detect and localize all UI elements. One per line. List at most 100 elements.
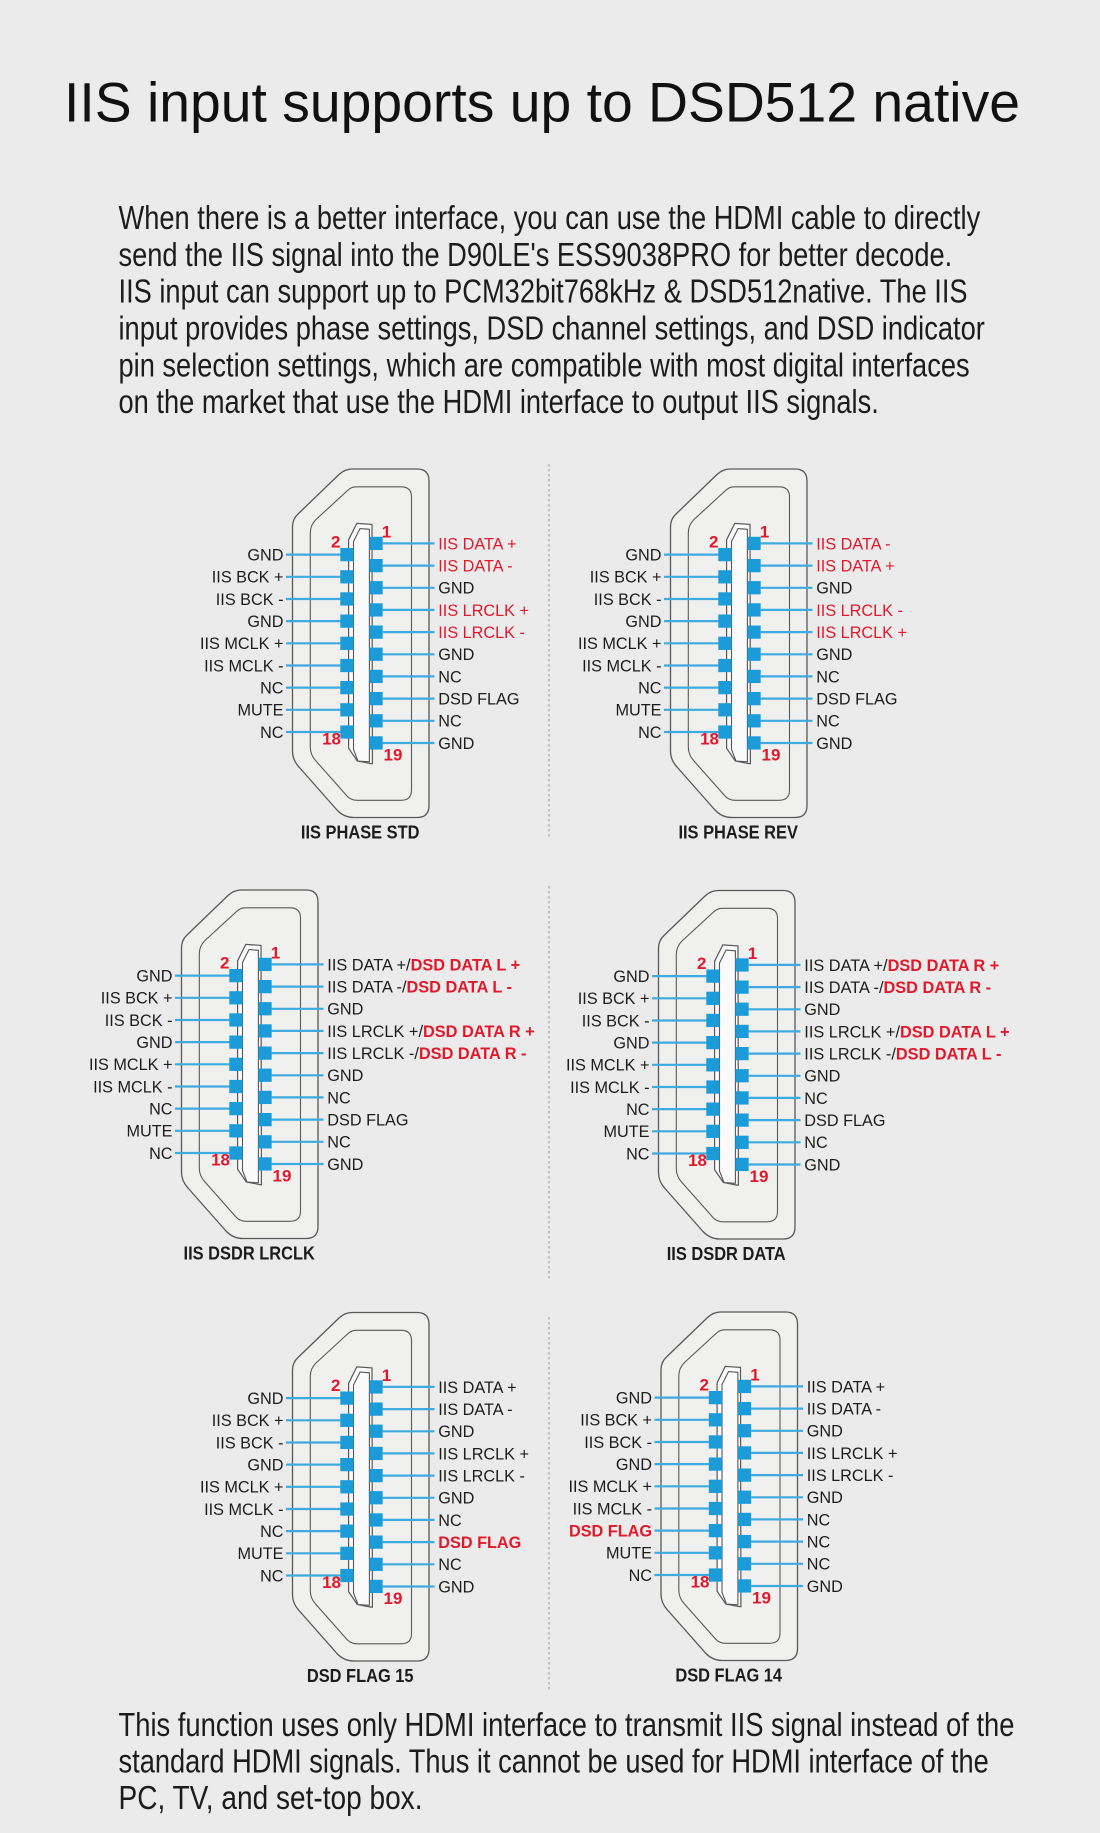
svg-text:input provides phase settings,: input provides phase settings, DSD chann…	[119, 311, 985, 348]
svg-text:IIS MCLK -: IIS MCLK -	[204, 656, 283, 675]
svg-text:IIS BCK -: IIS BCK -	[105, 1011, 173, 1030]
svg-text:IIS MCLK +: IIS MCLK +	[200, 634, 284, 653]
svg-text:NC: NC	[438, 667, 461, 686]
svg-text:GND: GND	[804, 1000, 840, 1019]
svg-text:IIS BCK -: IIS BCK -	[582, 1011, 650, 1030]
svg-text:NC: NC	[816, 712, 839, 731]
svg-text:IIS LRCLK -/: IIS LRCLK -/	[327, 1044, 419, 1063]
svg-text:IIS MCLK +: IIS MCLK +	[566, 1056, 650, 1075]
svg-text:GND: GND	[247, 1389, 283, 1408]
svg-text:IIS DSDR DATA: IIS DSDR DATA	[667, 1244, 786, 1264]
svg-text:GND: GND	[136, 967, 172, 986]
svg-text:IIS DATA +/: IIS DATA +/	[327, 955, 411, 974]
svg-text:NC: NC	[327, 1133, 350, 1152]
svg-text:IIS BCK +: IIS BCK +	[590, 568, 662, 587]
svg-text:NC: NC	[804, 1133, 827, 1152]
svg-text:DSD DATA R -: DSD DATA R -	[419, 1044, 527, 1063]
svg-text:IIS DATA +: IIS DATA +	[438, 1378, 516, 1397]
svg-text:IIS MCLK -: IIS MCLK -	[204, 1500, 283, 1519]
svg-text:IIS input can support up to PC: IIS input can support up to PCM32bit768k…	[119, 274, 968, 311]
svg-text:IIS input supports up to DSD51: IIS input supports up to DSD512 native	[64, 71, 1020, 134]
svg-text:GND: GND	[247, 546, 283, 565]
svg-text:IIS MCLK +: IIS MCLK +	[200, 1478, 284, 1497]
svg-text:DSD FLAG: DSD FLAG	[804, 1111, 885, 1130]
svg-text:IIS DATA +: IIS DATA +	[807, 1377, 885, 1396]
svg-text:IIS BCK +: IIS BCK +	[212, 568, 284, 587]
svg-text:NC: NC	[260, 1566, 283, 1585]
svg-text:on the market that use the HDM: on the market that use the HDMI interfac…	[119, 384, 879, 421]
svg-text:standard HDMI signals. Thus it: standard HDMI signals. Thus it cannot be…	[119, 1744, 989, 1781]
svg-text:IIS DATA -: IIS DATA -	[438, 557, 512, 576]
svg-text:IIS LRCLK +/: IIS LRCLK +/	[327, 1022, 423, 1041]
svg-text:IIS DATA +/: IIS DATA +/	[804, 956, 888, 975]
svg-text:NC: NC	[816, 667, 839, 686]
svg-text:NC: NC	[260, 1522, 283, 1541]
svg-text:IIS LRCLK +/: IIS LRCLK +/	[804, 1022, 900, 1041]
svg-text:DSD FLAG: DSD FLAG	[816, 690, 897, 709]
svg-text:GND: GND	[327, 1000, 363, 1019]
svg-text:IIS MCLK +: IIS MCLK +	[569, 1477, 653, 1496]
svg-text:MUTE: MUTE	[238, 701, 284, 720]
svg-text:NC: NC	[807, 1555, 830, 1574]
svg-text:GND: GND	[816, 734, 852, 753]
svg-text:GND: GND	[247, 612, 283, 631]
svg-text:IIS MCLK +: IIS MCLK +	[578, 634, 662, 653]
svg-text:DSD DATA L -: DSD DATA L -	[896, 1045, 1002, 1064]
svg-text:MUTE: MUTE	[127, 1122, 173, 1141]
svg-text:NC: NC	[149, 1100, 172, 1119]
svg-text:DSD FLAG: DSD FLAG	[438, 690, 519, 709]
svg-text:MUTE: MUTE	[238, 1544, 284, 1563]
svg-text:NC: NC	[149, 1144, 172, 1163]
svg-text:DSD FLAG: DSD FLAG	[438, 1533, 521, 1552]
svg-text:IIS LRCLK -: IIS LRCLK -	[438, 623, 525, 642]
svg-text:DSD DATA R +: DSD DATA R +	[423, 1022, 535, 1041]
svg-text:IIS DSDR LRCLK: IIS DSDR LRCLK	[184, 1244, 315, 1264]
svg-text:GND: GND	[807, 1488, 843, 1507]
svg-text:send the IIS signal into the D: send the IIS signal into the D90LE's ESS…	[119, 237, 953, 274]
svg-text:IIS LRCLK +: IIS LRCLK +	[438, 1444, 529, 1463]
svg-text:IIS BCK +: IIS BCK +	[578, 989, 650, 1008]
svg-text:IIS DATA -: IIS DATA -	[438, 1400, 512, 1419]
svg-text:GND: GND	[327, 1155, 363, 1174]
svg-text:NC: NC	[438, 712, 461, 731]
svg-text:NC: NC	[626, 1100, 649, 1119]
svg-text:DSD FLAG 14: DSD FLAG 14	[675, 1666, 782, 1686]
svg-text:IIS LRCLK +: IIS LRCLK +	[816, 623, 907, 642]
svg-text:IIS DATA -/: IIS DATA -/	[804, 978, 883, 997]
svg-text:GND: GND	[438, 1422, 474, 1441]
svg-text:GND: GND	[613, 967, 649, 986]
svg-text:NC: NC	[807, 1533, 830, 1552]
svg-text:DSD FLAG 15: DSD FLAG 15	[307, 1666, 414, 1686]
svg-text:GND: GND	[613, 1034, 649, 1053]
svg-text:GND: GND	[438, 734, 474, 753]
svg-text:IIS MCLK +: IIS MCLK +	[89, 1055, 173, 1074]
svg-text:DSD DATA L -: DSD DATA L -	[407, 978, 513, 997]
svg-text:GND: GND	[136, 1033, 172, 1052]
svg-text:IIS PHASE REV: IIS PHASE REV	[678, 823, 798, 843]
svg-text:IIS BCK -: IIS BCK -	[584, 1433, 652, 1452]
svg-text:IIS DATA +: IIS DATA +	[438, 534, 516, 553]
svg-text:GND: GND	[807, 1577, 843, 1596]
svg-text:NC: NC	[629, 1566, 652, 1585]
svg-text:IIS BCK -: IIS BCK -	[216, 1433, 284, 1452]
svg-text:DSD FLAG: DSD FLAG	[569, 1522, 652, 1541]
svg-text:DSD DATA R -: DSD DATA R -	[884, 978, 992, 997]
svg-text:IIS LRCLK +: IIS LRCLK +	[438, 601, 529, 620]
svg-text:GND: GND	[438, 645, 474, 664]
svg-text:IIS LRCLK -: IIS LRCLK -	[438, 1467, 525, 1486]
svg-text:DSD FLAG: DSD FLAG	[327, 1111, 408, 1130]
svg-text:IIS DATA +: IIS DATA +	[816, 557, 894, 576]
svg-text:DSD DATA R +: DSD DATA R +	[888, 956, 1000, 975]
svg-text:MUTE: MUTE	[616, 701, 662, 720]
svg-text:NC: NC	[638, 679, 661, 698]
svg-text:IIS MCLK -: IIS MCLK -	[570, 1078, 649, 1097]
svg-text:IIS PHASE STD: IIS PHASE STD	[301, 823, 420, 843]
svg-text:PC, TV, and set-top box.: PC, TV, and set-top box.	[119, 1780, 423, 1817]
svg-text:IIS LRCLK -: IIS LRCLK -	[816, 601, 903, 620]
svg-text:NC: NC	[260, 723, 283, 742]
svg-text:GND: GND	[625, 546, 661, 565]
svg-text:IIS DATA -: IIS DATA -	[807, 1400, 881, 1419]
svg-text:pin selection settings, which: pin selection settings, which are compat…	[119, 347, 970, 384]
svg-text:NC: NC	[327, 1088, 350, 1107]
svg-text:GND: GND	[616, 1389, 652, 1408]
